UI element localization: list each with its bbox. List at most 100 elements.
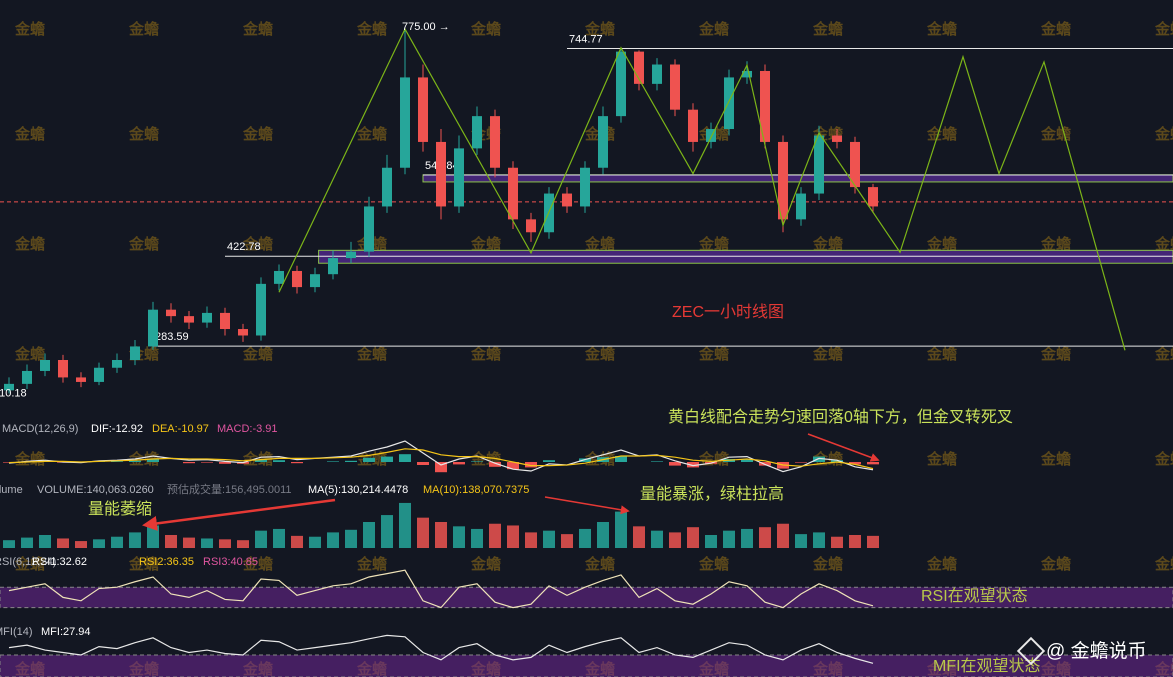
- macd-bar: [813, 456, 825, 462]
- watermark: 金蟾: [1040, 555, 1071, 573]
- arrow: [544, 496, 630, 515]
- candle-body: [490, 116, 500, 168]
- watermark: 金蟾: [926, 20, 957, 38]
- arrow: [807, 433, 880, 462]
- candle-body: [202, 312, 212, 323]
- volume-bar: [255, 530, 267, 548]
- candle-body: [58, 360, 68, 378]
- candle-body: [436, 141, 446, 207]
- volume-bar: [57, 538, 69, 548]
- watermark: 金蟾: [812, 20, 843, 38]
- volume-bar: [93, 539, 105, 548]
- watermark: 金蟾: [1040, 235, 1071, 253]
- candle-body: [724, 77, 734, 130]
- watermark: 金蟾: [14, 555, 45, 573]
- macd-bar: [381, 456, 393, 462]
- macd-bar: [345, 460, 357, 462]
- watermark: 金蟾: [584, 555, 615, 573]
- macd-bar: [273, 460, 285, 462]
- watermark: 金蟾: [926, 235, 957, 253]
- watermark: 金蟾: [14, 235, 45, 253]
- candle-body: [148, 309, 158, 347]
- volume-bar: [741, 528, 753, 548]
- volume-bar: [489, 523, 501, 548]
- watermark: 金蟾: [926, 125, 957, 143]
- watermark: 金蟾: [14, 450, 45, 468]
- volume-bar: [615, 511, 627, 548]
- macd-bar: [201, 462, 213, 463]
- volume-bar: [453, 526, 465, 548]
- candle-body: [526, 219, 536, 233]
- watermark: 金蟾: [1040, 345, 1071, 363]
- macd-bar: [453, 462, 465, 465]
- watermark: 金蟾: [698, 235, 729, 253]
- watermark: 金蟾: [242, 450, 273, 468]
- macd-bar: [687, 462, 699, 468]
- watermark: 金蟾: [698, 20, 729, 38]
- indicator-line: [8, 634, 874, 664]
- volume-bar: [543, 530, 555, 548]
- level-label: 422.78: [227, 241, 261, 253]
- candle-body: [328, 258, 338, 275]
- watermark: 金蟾: [1154, 125, 1173, 143]
- watermark: 金蟾: [698, 555, 729, 573]
- volume-bar: [669, 532, 681, 548]
- legend-text: DIF:-12.92: [91, 423, 143, 435]
- volume-bar: [219, 539, 231, 548]
- legend-text: VOLUME:140,063.0260: [37, 484, 154, 496]
- projection: [278, 27, 1126, 351]
- macd-bar: [327, 461, 339, 462]
- volume-bar: [129, 532, 141, 548]
- watermark: 金蟾: [926, 555, 957, 573]
- candle-body: [472, 116, 482, 149]
- macd-bar: [219, 462, 231, 464]
- candle-body: [166, 309, 176, 317]
- low-label: 210.18: [0, 387, 27, 399]
- legend-text: MA(10):138,070.7375: [423, 484, 529, 496]
- watermark: 金蟾: [1154, 450, 1173, 468]
- watermark: 金蟾: [584, 20, 615, 38]
- volume-bar: [399, 502, 411, 548]
- candle-body: [634, 51, 644, 84]
- watermark: 金蟾: [242, 125, 273, 143]
- legend-text: RSI2:36.35: [139, 556, 194, 568]
- volume-bar: [201, 538, 213, 548]
- macd-bar: [507, 462, 519, 470]
- candle-body: [274, 270, 284, 284]
- volume-bar: [525, 532, 537, 548]
- candle-body: [22, 370, 32, 384]
- watermark: 金蟾: [128, 555, 159, 573]
- candle-body: [310, 274, 320, 288]
- volume-bar: [759, 527, 771, 548]
- candle-body: [382, 167, 392, 207]
- candle-body: [580, 167, 590, 207]
- annotation: MFI在观望状态: [933, 657, 1041, 675]
- volume-bar: [795, 534, 807, 548]
- macd-bar: [849, 462, 861, 465]
- watermark: 金蟾: [128, 125, 159, 143]
- candle-body: [508, 167, 518, 220]
- candle-body: [418, 77, 428, 142]
- watermark: 金蟾: [356, 345, 387, 363]
- watermark: 金蟾: [1040, 450, 1071, 468]
- volume-bar: [327, 532, 339, 548]
- watermark: 金蟾: [128, 20, 159, 38]
- volume-bar: [273, 528, 285, 548]
- volume-bar: [831, 536, 843, 548]
- watermark: 金蟾: [812, 235, 843, 253]
- volume-bar: [687, 527, 699, 548]
- arrow: [142, 498, 336, 531]
- macd-bar: [615, 456, 627, 462]
- volume-bar: [21, 537, 33, 548]
- candle-body: [850, 141, 860, 188]
- volume-bar: [651, 530, 663, 548]
- candle-body: [832, 135, 842, 142]
- legend-text: MA(5):130,214.4478: [308, 484, 408, 496]
- legend-text: RSI3:40.85: [203, 556, 258, 568]
- legend-text: MACD:-3.91: [217, 423, 278, 435]
- watermark: 金蟾: [926, 450, 957, 468]
- candle-body: [400, 77, 410, 168]
- macd-bar: [417, 462, 429, 465]
- volume-bar: [345, 529, 357, 548]
